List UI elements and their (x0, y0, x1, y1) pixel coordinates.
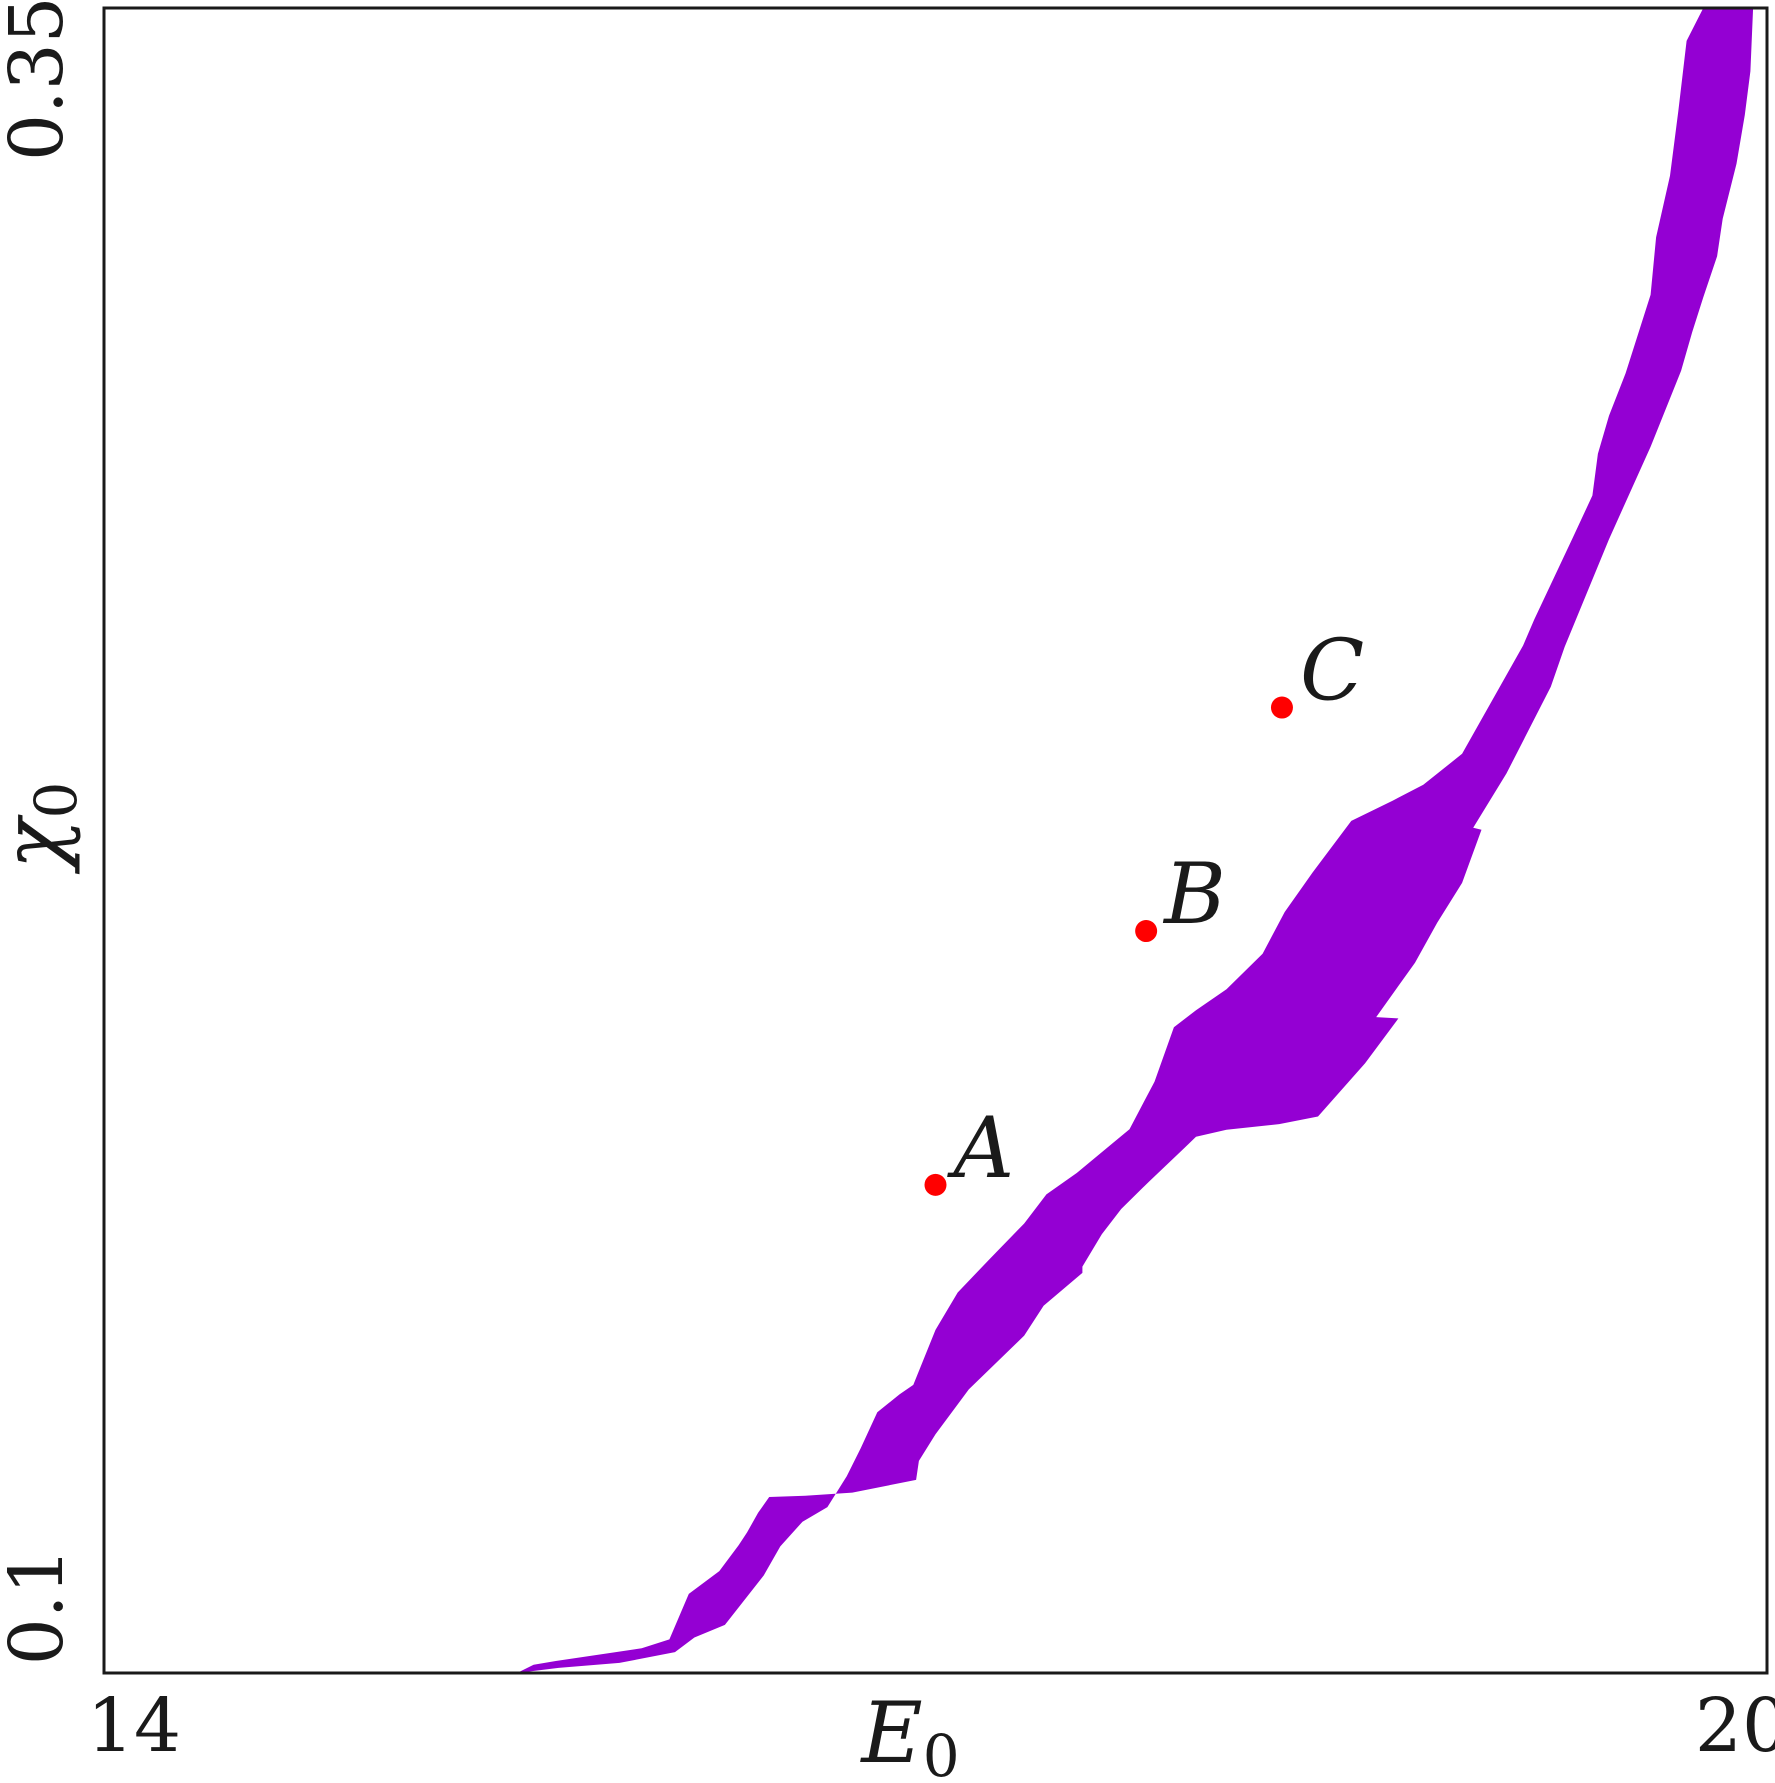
y-tick-label-0.1: 0.1 (0, 1548, 80, 1666)
point-marker-B (1135, 920, 1158, 943)
y-tick-label-0.35: 0.35 (0, 0, 80, 161)
point-label-A: A (947, 1099, 1015, 1197)
region-fill (517, 8, 1754, 1673)
point-marker-A (924, 1173, 947, 1196)
plot-area: A B C (517, 8, 1754, 1673)
plot-frame (102, 6, 1769, 1675)
x-axis-label: E0 (859, 1684, 959, 1783)
x-axis-label-subscript: 0 (923, 1722, 960, 1783)
x-tick-label-20: 20 (1695, 1683, 1775, 1769)
y-axis-label-subscript: 0 (22, 782, 90, 819)
y-axis-label-main: χ (0, 813, 82, 874)
x-tick-label-14: 14 (87, 1683, 181, 1769)
point-label-B: B (1162, 845, 1226, 943)
point-marker-C (1270, 696, 1293, 719)
point-label-C: C (1300, 622, 1364, 720)
y-axis-label: χ0 (0, 782, 90, 875)
x-axis-label-main: E (859, 1684, 922, 1782)
